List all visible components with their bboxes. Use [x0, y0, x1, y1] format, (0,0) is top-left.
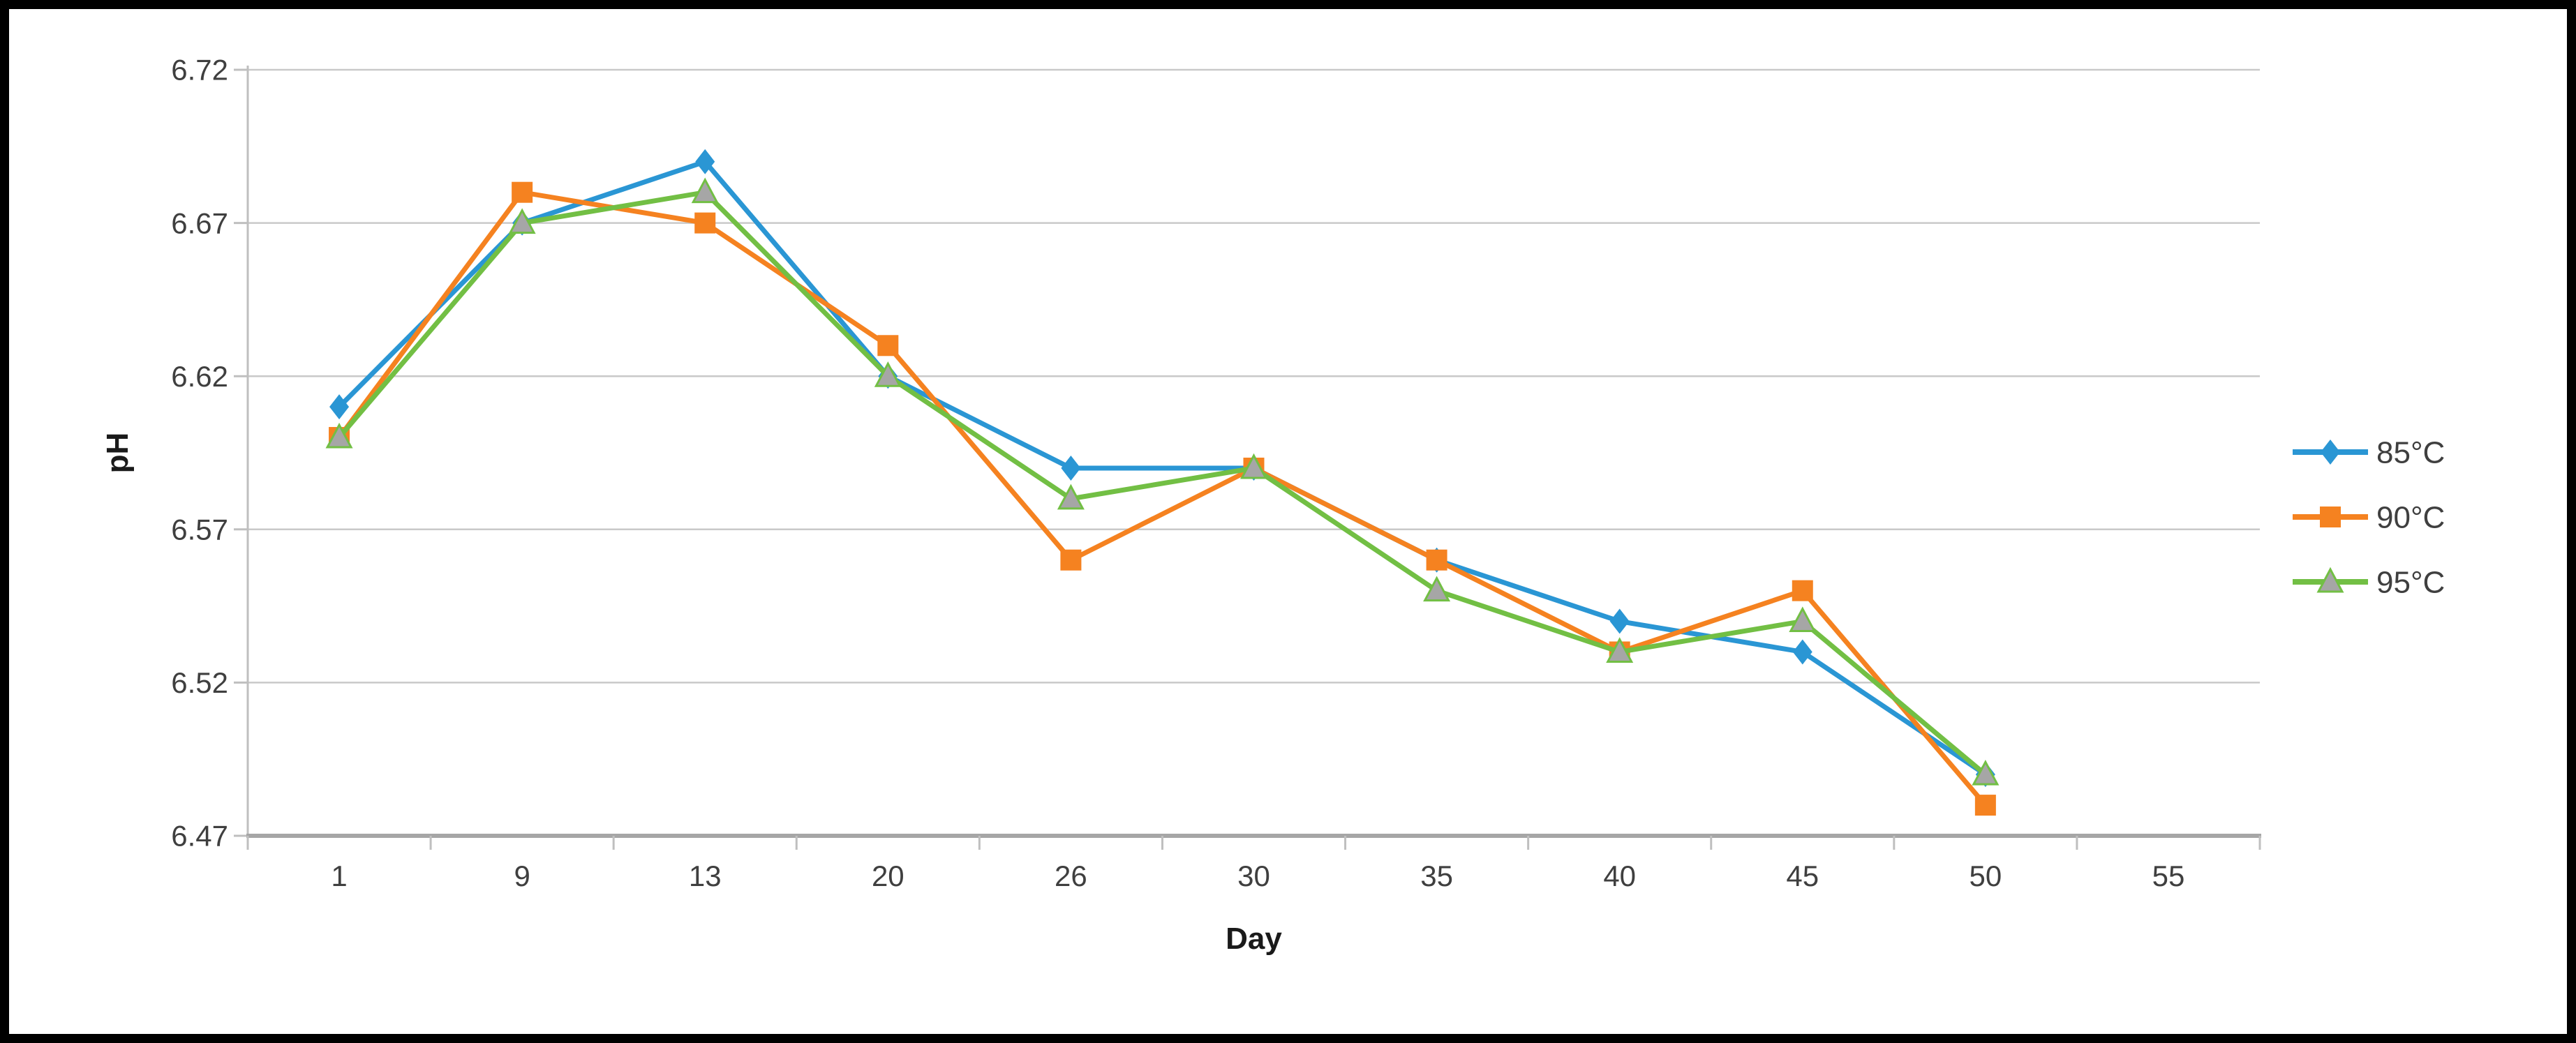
data-marker-diamond: [329, 394, 350, 420]
ph-vs-day-line-chart: 6.47 6.52 6.57 6.62 6.67 6.72 1 9 13 20 26 30 35 40 45…: [100, 54, 2445, 956]
legend-label: 85°C: [2376, 435, 2445, 470]
data-marker-diamond: [1609, 608, 1630, 634]
data-marker-triangle: [325, 422, 353, 449]
legend-marker-square: [2320, 507, 2341, 527]
x-tick-label: 9: [514, 860, 530, 892]
data-marker-triangle: [1606, 637, 1634, 663]
x-tick-label: 50: [1970, 860, 2002, 892]
data-marker-square: [1792, 580, 1813, 601]
data-marker-triangle: [1240, 453, 1267, 479]
x-tick-label: 35: [1420, 860, 1453, 892]
y-tick-label: 6.47: [171, 820, 228, 853]
x-tick-label: 1: [331, 860, 347, 892]
x-tick-label: 13: [689, 860, 722, 892]
data-marker-square: [694, 212, 716, 234]
data-marker-square: [512, 181, 533, 203]
legend-label: 90°C: [2376, 500, 2445, 534]
data-marker-triangle: [1789, 606, 1817, 633]
data-marker-triangle: [691, 177, 719, 204]
data-marker-square: [1060, 549, 1082, 571]
series-line-triangle: [336, 190, 1988, 777]
data-marker-diamond: [695, 149, 715, 174]
data-marker-square: [1426, 549, 1447, 571]
x-tick-label: 40: [1603, 860, 1636, 892]
x-axis-title: Day: [1226, 922, 1282, 956]
data-marker-square: [1974, 795, 1996, 816]
data-marker-triangle: [1057, 483, 1085, 510]
data-marker-triangle: [874, 361, 902, 387]
data-marker-square: [877, 335, 899, 357]
x-tick-label: 55: [2152, 860, 2185, 892]
data-marker-diamond: [1061, 455, 1081, 481]
x-tick-label: 20: [872, 860, 904, 892]
x-tick-label: 30: [1237, 860, 1270, 892]
legend-label: 95°C: [2376, 565, 2445, 599]
series-line-square: [336, 190, 1988, 808]
legend-marker-diamond: [2321, 440, 2340, 465]
data-marker-diamond: [1792, 639, 1812, 665]
data-marker-triangle: [1423, 576, 1451, 602]
data-marker-triangle: [508, 208, 536, 234]
y-tick-label: 6.52: [171, 666, 228, 699]
data-marker-triangle: [1972, 759, 2000, 786]
x-tick-label: 45: [1786, 860, 1819, 892]
y-tick-label: 6.72: [171, 54, 228, 87]
y-axis-title: pH: [100, 433, 135, 474]
y-tick-label: 6.67: [171, 207, 228, 239]
y-tick-label: 6.62: [171, 360, 228, 393]
x-tick-label: 26: [1055, 860, 1087, 892]
legend-marker-triangle: [2316, 566, 2344, 593]
y-tick-label: 6.57: [171, 513, 228, 546]
